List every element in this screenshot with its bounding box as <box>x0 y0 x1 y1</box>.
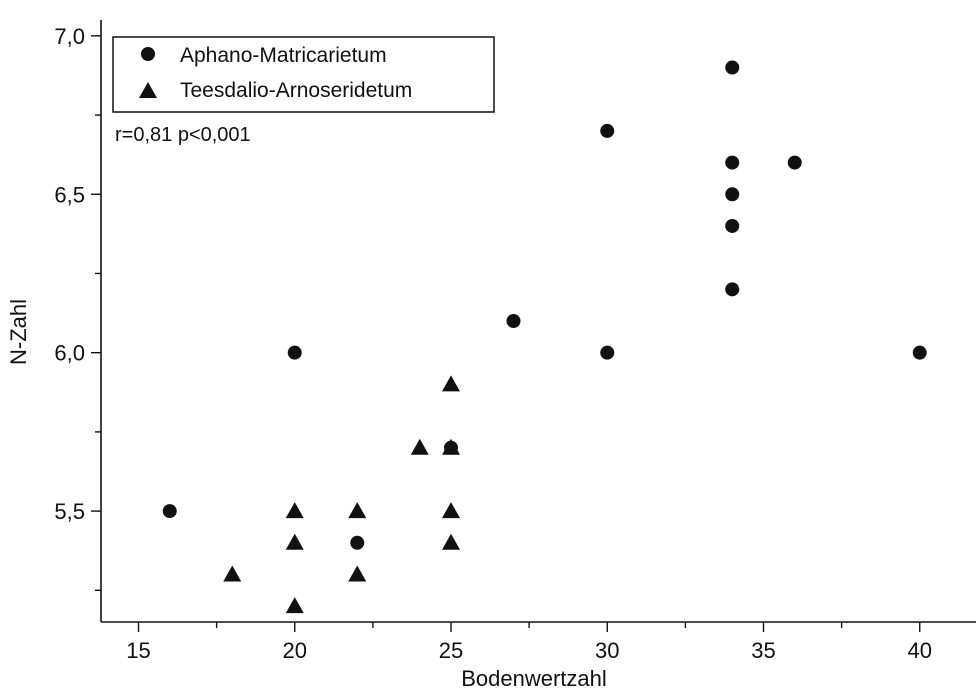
x-tick-label: 25 <box>439 638 463 663</box>
y-tick-label: 7,0 <box>54 24 85 49</box>
x-tick-label: 20 <box>283 638 307 663</box>
data-point-circle <box>287 345 302 360</box>
x-tick-label: 30 <box>595 638 619 663</box>
data-point-triangle <box>442 502 460 519</box>
data-point-triangle <box>285 533 304 550</box>
data-point-triangle <box>442 438 460 455</box>
y-tick-label: 5,5 <box>54 499 85 524</box>
data-points <box>162 60 927 614</box>
data-point-triangle <box>285 597 304 614</box>
legend-marker-circle <box>141 47 155 61</box>
data-point-circle <box>162 504 177 519</box>
data-point-triangle <box>348 565 367 582</box>
y-tick-label: 6,0 <box>54 341 85 366</box>
data-point-circle <box>600 345 615 360</box>
x-axis-title: Bodenwertzahl <box>461 666 607 690</box>
data-point-triangle <box>285 502 304 519</box>
axes: 15 20 25 30 35 40 5,5 6,0 6,5 7,0 <box>54 20 976 663</box>
data-point-circle <box>725 218 740 233</box>
legend-label-1: Teesdalio-Arnoseridetum <box>180 79 412 102</box>
data-point-circle <box>506 314 521 328</box>
y-axis-title: N-Zahl <box>6 299 31 365</box>
data-point-circle <box>912 345 927 360</box>
data-point-triangle <box>442 375 460 392</box>
legend-marker-triangle <box>139 82 157 98</box>
legend-label-0: Aphano-Matricarietum <box>180 44 387 67</box>
data-point-circle <box>350 535 365 550</box>
y-tick-label: 6,5 <box>54 182 85 207</box>
data-point-circle <box>787 155 802 170</box>
data-point-triangle <box>348 502 367 519</box>
data-point-circle <box>725 60 740 75</box>
data-point-triangle <box>410 438 429 455</box>
x-tick-label: 35 <box>751 638 775 663</box>
legend-box <box>112 36 495 113</box>
correlation-annotation: r=0,81 p<0,001 <box>115 124 251 146</box>
data-point-triangle <box>223 565 242 582</box>
data-point-triangle <box>442 533 460 550</box>
data-point-circle <box>600 123 615 138</box>
x-tick-label: 40 <box>908 638 932 663</box>
x-tick-label: 15 <box>126 638 150 663</box>
data-point-circle <box>725 282 740 297</box>
data-point-circle <box>725 155 740 170</box>
data-point-circle <box>725 187 740 202</box>
legend: Aphano-Matricarietum Teesdalio-Arnoserid… <box>112 36 495 113</box>
